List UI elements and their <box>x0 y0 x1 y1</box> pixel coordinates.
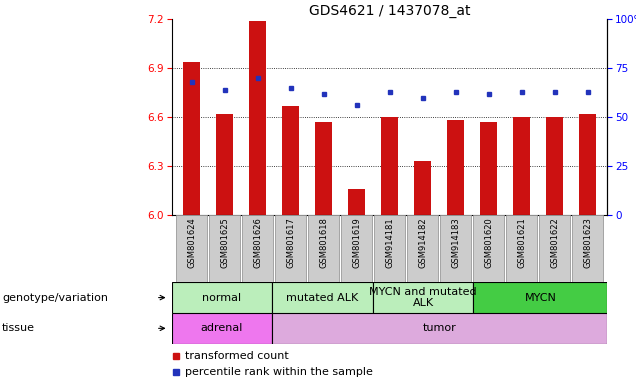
Bar <box>546 117 563 215</box>
Text: tumor: tumor <box>423 323 457 333</box>
Bar <box>382 117 398 215</box>
Text: GSM914181: GSM914181 <box>385 217 394 268</box>
Bar <box>579 114 596 215</box>
Text: normal: normal <box>202 293 242 303</box>
Title: GDS4621 / 1437078_at: GDS4621 / 1437078_at <box>309 4 470 18</box>
Text: genotype/variation: genotype/variation <box>2 293 108 303</box>
Text: GSM801618: GSM801618 <box>319 217 328 268</box>
Text: GSM914183: GSM914183 <box>451 217 460 268</box>
Bar <box>373 282 473 313</box>
Text: GSM801622: GSM801622 <box>550 217 559 268</box>
Text: GSM801624: GSM801624 <box>187 217 196 268</box>
Text: GSM801619: GSM801619 <box>352 217 361 268</box>
Text: tissue: tissue <box>2 323 35 333</box>
Bar <box>349 189 365 215</box>
Bar <box>506 215 537 282</box>
Text: GSM801626: GSM801626 <box>253 217 262 268</box>
Bar <box>439 215 471 282</box>
Text: GSM801623: GSM801623 <box>583 217 592 268</box>
Bar <box>183 62 200 215</box>
Bar <box>539 215 570 282</box>
Bar <box>172 282 272 313</box>
Bar <box>176 215 207 282</box>
Text: mutated ALK: mutated ALK <box>286 293 359 303</box>
Text: transformed count: transformed count <box>185 351 289 361</box>
Bar <box>447 121 464 215</box>
Bar <box>513 117 530 215</box>
Text: percentile rank within the sample: percentile rank within the sample <box>185 367 373 377</box>
Bar <box>315 122 332 215</box>
Bar <box>572 215 604 282</box>
Bar <box>406 215 438 282</box>
Bar <box>374 215 405 282</box>
Text: GSM914182: GSM914182 <box>418 217 427 268</box>
Text: MYCN: MYCN <box>525 293 556 303</box>
Bar <box>209 215 240 282</box>
Bar <box>216 114 233 215</box>
Bar <box>272 313 607 344</box>
Text: GSM801620: GSM801620 <box>484 217 493 268</box>
Bar <box>308 215 340 282</box>
Bar <box>480 122 497 215</box>
Text: adrenal: adrenal <box>201 323 243 333</box>
Text: MYCN and mutated
ALK: MYCN and mutated ALK <box>370 287 477 308</box>
Bar <box>242 215 273 282</box>
Bar <box>272 282 373 313</box>
Text: GSM801621: GSM801621 <box>517 217 526 268</box>
Bar <box>275 215 307 282</box>
Bar <box>172 313 272 344</box>
Bar <box>341 215 373 282</box>
Bar <box>414 161 431 215</box>
Text: GSM801625: GSM801625 <box>220 217 229 268</box>
Bar <box>282 106 299 215</box>
Bar <box>249 21 266 215</box>
Text: GSM801617: GSM801617 <box>286 217 295 268</box>
Bar <box>473 215 504 282</box>
Bar <box>473 282 607 313</box>
